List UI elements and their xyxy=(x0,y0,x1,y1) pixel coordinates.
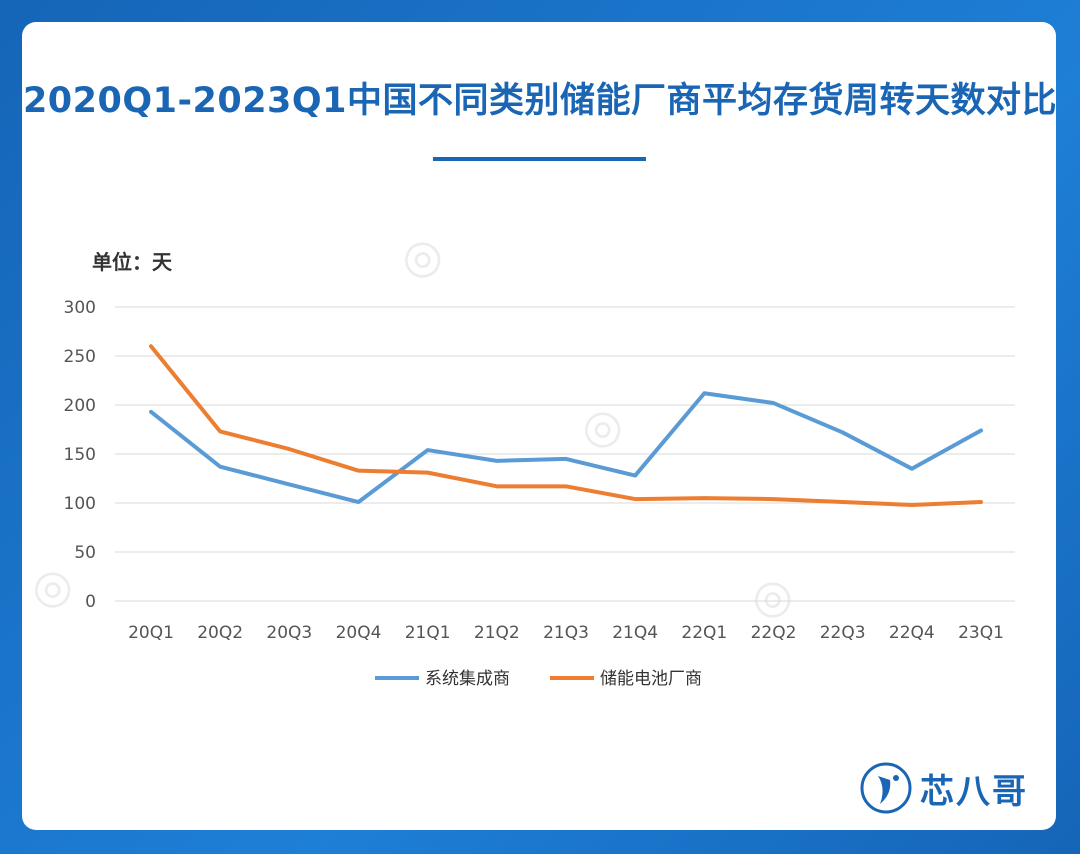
brand-logo xyxy=(860,762,912,814)
series-line xyxy=(149,391,983,505)
x-tick-label: 20Q3 xyxy=(266,623,312,643)
y-tick-label: 150 xyxy=(64,445,96,465)
legend: 系统集成商 储能电池厂商 xyxy=(375,669,702,689)
y-axis-unit-label: 单位：天 xyxy=(92,250,172,274)
x-tick-label: 22Q1 xyxy=(681,623,727,643)
x-tick-label: 22Q3 xyxy=(820,623,866,643)
x-tick-label: 21Q3 xyxy=(543,623,589,643)
grid-lines xyxy=(115,306,1015,602)
x-tick-label: 22Q4 xyxy=(889,623,935,643)
series-line xyxy=(149,344,983,507)
brand-name: 芯八哥 xyxy=(920,772,1028,812)
x-tick-label: 20Q4 xyxy=(336,623,382,643)
y-tick-label: 0 xyxy=(85,592,96,612)
legend-label: 系统集成商 xyxy=(425,669,510,689)
y-tick-label: 300 xyxy=(64,298,96,318)
x-tick-label: 22Q2 xyxy=(751,623,797,643)
chart-card xyxy=(22,22,1056,830)
chart-title: 2020Q1-2023Q1中国不同类别储能厂商平均存货周转天数对比 xyxy=(22,81,1058,121)
x-tick-label: 23Q1 xyxy=(958,623,1004,643)
x-tick-label: 21Q2 xyxy=(474,623,520,643)
legend-label: 储能电池厂商 xyxy=(600,669,702,689)
x-tick-label: 20Q1 xyxy=(128,623,174,643)
y-tick-label: 250 xyxy=(64,347,96,367)
x-tick-label: 21Q1 xyxy=(405,623,451,643)
y-tick-label: 50 xyxy=(74,543,96,563)
title-underline xyxy=(433,157,646,161)
y-tick-label: 200 xyxy=(64,396,96,416)
y-tick-label: 100 xyxy=(64,494,96,514)
series-lines xyxy=(149,344,983,507)
x-axis-ticks: 20Q1 20Q2 20Q3 20Q4 21Q1 21Q2 21Q3 21Q4 22Q1 22Q2… xyxy=(128,623,1004,643)
x-tick-label: 20Q2 xyxy=(197,623,243,643)
x-tick-label: 21Q4 xyxy=(612,623,658,643)
y-axis-ticks: 0 50 100 150 200 250 300 xyxy=(64,298,96,612)
